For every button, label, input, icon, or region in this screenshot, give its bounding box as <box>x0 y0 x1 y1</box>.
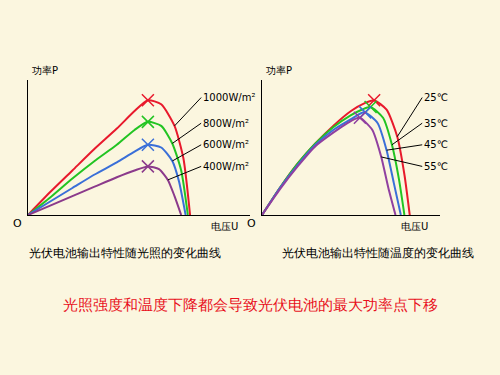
svg-text:45℃: 45℃ <box>424 139 448 150</box>
svg-text:光照强度和温度下降都会导致光伏电池的最大功率点下移: 光照强度和温度下降都会导致光伏电池的最大功率点下移 <box>63 296 438 314</box>
svg-text:光伏电池输出特性随温度的变化曲线: 光伏电池输出特性随温度的变化曲线 <box>282 246 474 260</box>
svg-text:800W/m²: 800W/m² <box>203 118 249 129</box>
svg-text:55℃: 55℃ <box>424 161 448 172</box>
svg-text:400W/m²: 400W/m² <box>203 161 249 172</box>
svg-text:电压U: 电压U <box>401 221 428 232</box>
svg-text:O: O <box>13 217 22 230</box>
svg-text:功率P: 功率P <box>266 65 292 76</box>
svg-text:600W/m²: 600W/m² <box>203 139 249 150</box>
svg-text:功率P: 功率P <box>32 65 58 76</box>
svg-text:25℃: 25℃ <box>424 92 448 103</box>
svg-text:光伏电池输出特性随光照的变化曲线: 光伏电池输出特性随光照的变化曲线 <box>29 246 221 260</box>
svg-text:35℃: 35℃ <box>424 118 448 129</box>
svg-text:O: O <box>247 217 256 230</box>
svg-text:电压U: 电压U <box>211 221 238 232</box>
svg-text:1000W/m²: 1000W/m² <box>203 92 255 103</box>
